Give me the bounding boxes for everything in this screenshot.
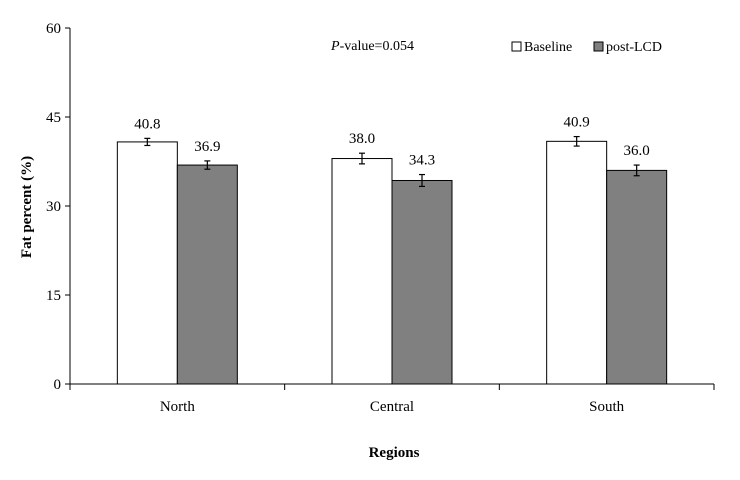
x-tick-label-south: South	[589, 399, 625, 415]
legend-swatch-baseline	[511, 41, 522, 52]
legend-label-post-lcd: post-LCD	[606, 40, 662, 55]
data-label-post-lcd-south: 36.0	[624, 143, 650, 159]
y-tick-label-15: 15	[46, 288, 61, 304]
y-tick-label-45: 45	[46, 110, 61, 126]
legend-label-baseline: Baseline	[524, 40, 572, 55]
y-axis-title: Fat percent (%)	[19, 156, 35, 258]
plot-area: 0 15 30 45 60 North 40.8 36.9 Central 38.0 34.3 Sou…	[46, 21, 715, 415]
x-axis-title: Regions	[369, 445, 420, 461]
bar-post-lcd-south	[606, 169, 668, 385]
p-value-italic: P	[330, 39, 340, 54]
p-value-text: -value=0.054	[340, 39, 414, 54]
x-tick-label-central: Central	[370, 399, 414, 415]
data-label-baseline-south: 40.9	[564, 115, 590, 131]
x-tick-label-north: North	[160, 399, 195, 415]
data-label-post-lcd-central: 34.3	[409, 153, 435, 169]
legend-swatch-post-lcd	[593, 41, 604, 52]
bar-baseline-central	[331, 158, 393, 385]
bar-baseline-north	[116, 141, 178, 385]
bar-post-lcd-central	[391, 179, 453, 385]
data-label-post-lcd-north: 36.9	[194, 139, 220, 155]
legend: Baseline post-LCD	[511, 40, 662, 55]
p-value-annotation: P-value=0.054	[330, 39, 414, 54]
y-tick-label-30: 30	[46, 199, 61, 215]
y-tick-label-0: 0	[54, 377, 62, 393]
bar-post-lcd-north	[176, 164, 238, 385]
bar-baseline-south	[546, 140, 608, 385]
data-label-baseline-north: 40.8	[134, 116, 160, 132]
data-label-baseline-central: 38.0	[349, 131, 375, 147]
y-tick-label-60: 60	[46, 21, 61, 37]
